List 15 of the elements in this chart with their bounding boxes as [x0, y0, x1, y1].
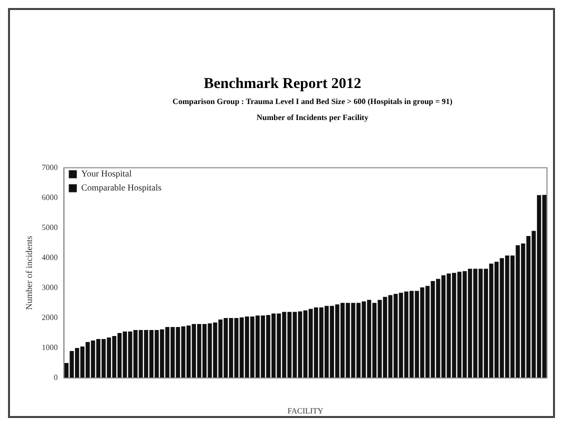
y-axis-title: Number of incidents [24, 235, 34, 310]
legend-label: Comparable Hospitals [81, 182, 162, 193]
y-tick-label: 3000 [42, 283, 58, 292]
chart-title: Benchmark Report 2012 [202, 76, 362, 93]
y-tick-label: 1000 [42, 343, 58, 352]
text: Number of Incidents per Facility [256, 113, 370, 122]
legend-label: Your Hospital [81, 168, 132, 179]
y-tick-label: 7000 [42, 162, 58, 172]
y-tick-label: 6000 [42, 192, 58, 202]
y-tick-label: 2000 [42, 313, 58, 322]
y-tick-label: 4000 [42, 252, 58, 262]
y-tick-label: 5000 [42, 222, 58, 232]
y-tick-label: 0 [54, 373, 58, 382]
chart-subtitle: Comparison Group : Trauma Level I and Bed Size > 600 (Hospitals in group = 91) [172, 97, 454, 106]
x-axis-title: FACILITY [287, 406, 324, 416]
